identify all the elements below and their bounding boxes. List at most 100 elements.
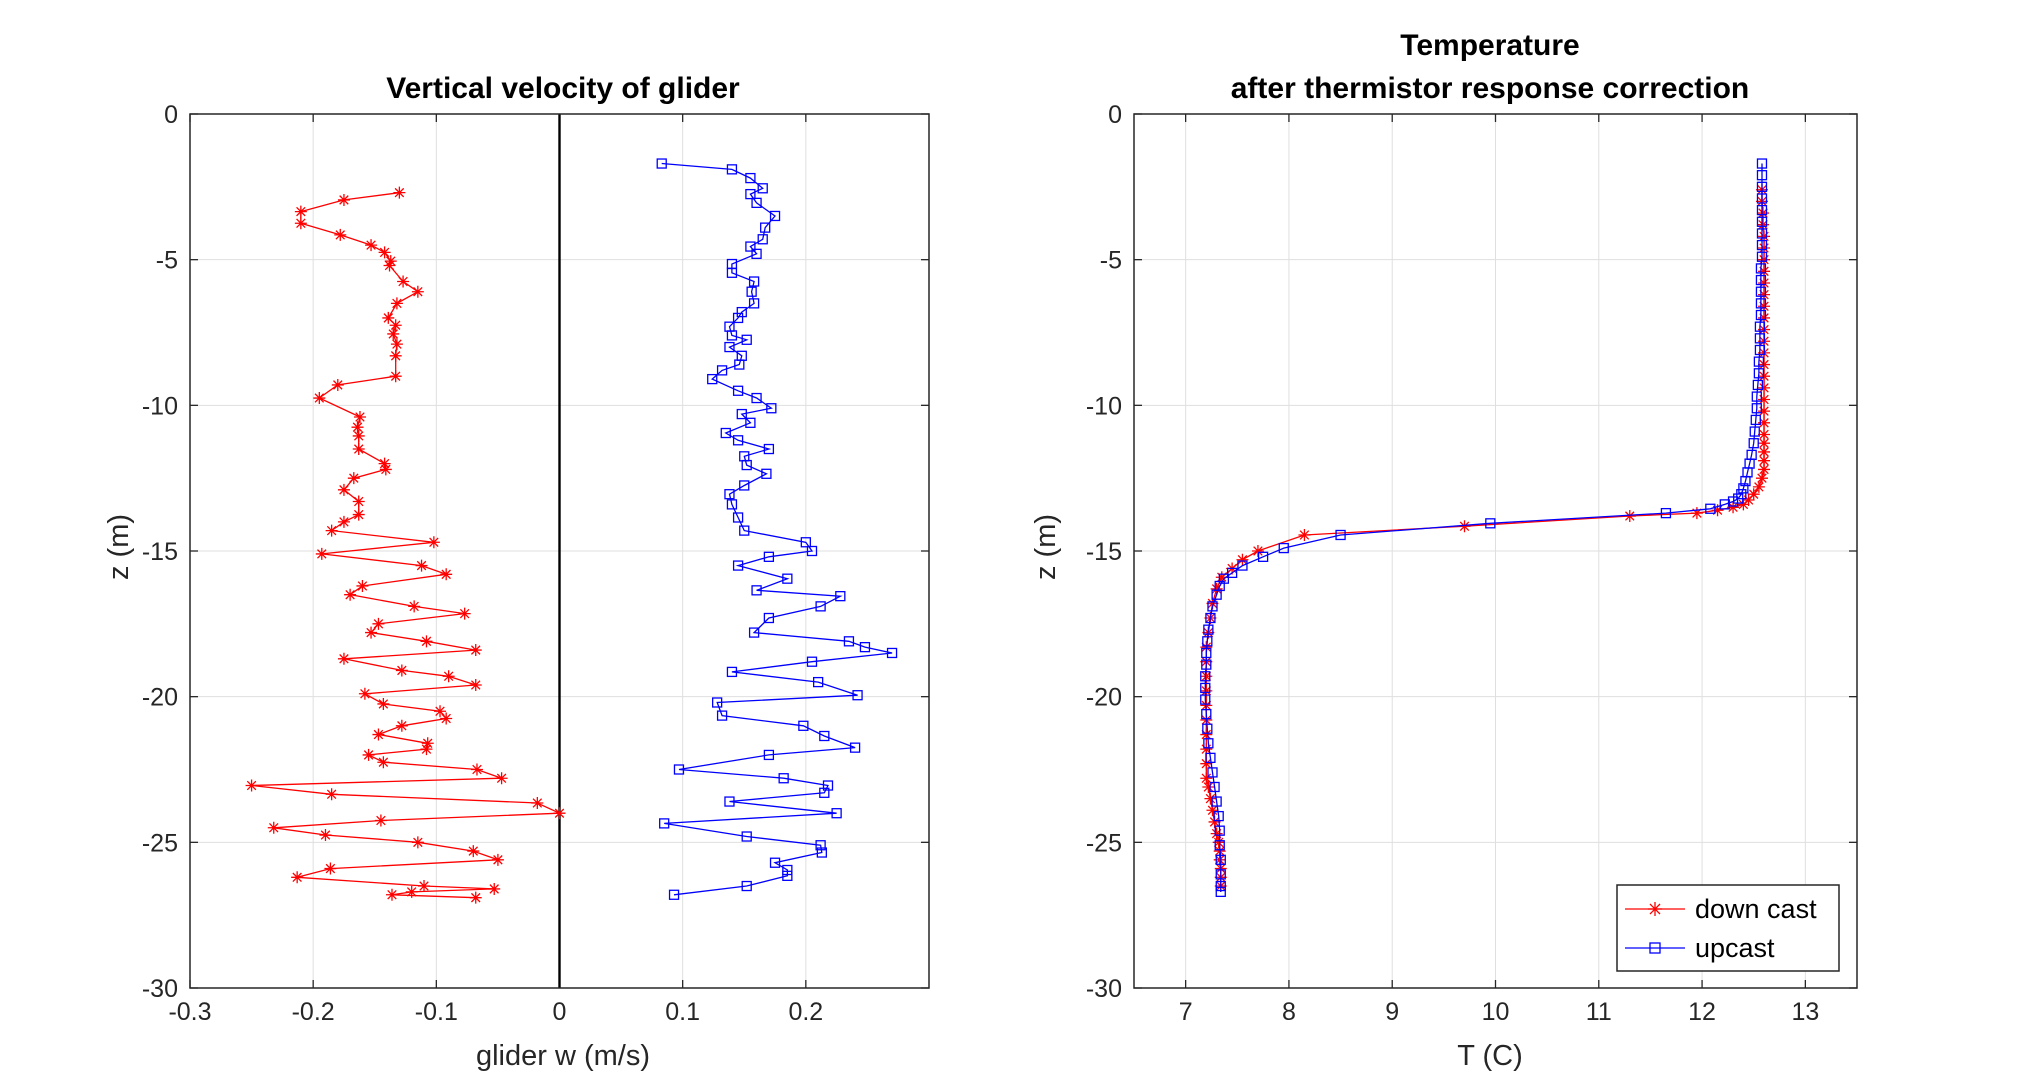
data-point: [1758, 311, 1771, 324]
data-point: [387, 327, 400, 340]
y-tick-label: -30: [1086, 975, 1122, 1003]
data-point: [469, 679, 482, 692]
x-tick-label: -0.1: [415, 998, 458, 1026]
data-point: [1200, 694, 1211, 705]
data-point: [390, 297, 403, 310]
data-point: [1758, 300, 1771, 313]
x-tick-label: 8: [1282, 998, 1296, 1026]
data-point: [736, 306, 747, 318]
data-point: [384, 255, 397, 268]
data-point: [806, 545, 818, 557]
data-point: [1750, 414, 1761, 426]
data-point: [1758, 463, 1771, 476]
data-point: [1251, 545, 1264, 557]
data-point: [1705, 503, 1716, 514]
data-point: [1205, 612, 1216, 624]
x-tick-label: 7: [1179, 998, 1193, 1026]
data-point: [1214, 825, 1225, 836]
data-point: [352, 443, 365, 456]
data-point: [741, 831, 752, 842]
data-point: [1756, 181, 1768, 192]
legend-downcast-label: down cast: [1695, 894, 1817, 924]
data-point: [859, 641, 871, 653]
data-point: [778, 773, 789, 784]
data-point: [716, 365, 728, 376]
data-point: [337, 193, 350, 206]
data-point: [1758, 454, 1771, 467]
data-point: [294, 205, 307, 218]
x-tick-label: 9: [1385, 998, 1399, 1026]
data-point: [1758, 288, 1771, 301]
data-point: [1201, 647, 1212, 659]
data-point: [1207, 601, 1218, 612]
data-point: [732, 560, 744, 571]
data-point: [1758, 416, 1771, 429]
data-point: [1203, 738, 1214, 749]
data-point: [389, 319, 402, 332]
data-point: [1754, 344, 1766, 356]
data-point: [806, 656, 818, 667]
x-tick-label: 12: [1688, 998, 1716, 1026]
data-point: [741, 880, 752, 892]
data-point: [1200, 743, 1213, 756]
data-point: [1236, 553, 1249, 566]
data-point: [724, 796, 735, 807]
data-point: [1200, 670, 1213, 683]
data-point: [488, 882, 501, 895]
data-point: [1758, 358, 1771, 371]
data-point: [344, 588, 357, 601]
x-tick-label: 0.2: [788, 998, 823, 1026]
data-point: [1690, 507, 1703, 520]
data-point: [337, 483, 350, 496]
data-point: [1756, 193, 1768, 204]
data-point: [1215, 880, 1226, 892]
data-point: [378, 246, 391, 259]
data-point: [420, 743, 433, 756]
data-point: [374, 814, 387, 827]
data-point: [668, 889, 680, 900]
data-point: [1754, 321, 1766, 332]
data-point: [379, 463, 392, 476]
data-point: [751, 585, 762, 596]
data-point: [469, 644, 482, 657]
data-point: [1214, 840, 1225, 851]
data-point: [763, 749, 775, 761]
data-point: [724, 489, 735, 500]
data-point: [1758, 276, 1771, 289]
data-point: [1298, 528, 1311, 541]
velocity-plot-title: Vertical velocity of glider: [386, 72, 740, 105]
data-point: [1660, 507, 1672, 519]
data-point: [726, 267, 738, 278]
data-point: [389, 370, 402, 383]
data-point: [1485, 518, 1496, 529]
data-point: [1210, 582, 1223, 595]
data-point: [782, 573, 793, 584]
data-point: [1756, 158, 1768, 169]
data-point: [1215, 854, 1226, 865]
data-point: [751, 392, 762, 404]
data-point: [769, 210, 781, 222]
data-point: [378, 457, 391, 470]
data-point: [395, 719, 408, 732]
y-tick-label: 0: [164, 101, 178, 129]
x-tick-label: 0.1: [665, 998, 700, 1026]
data-point: [1758, 437, 1771, 450]
data-point: [763, 443, 775, 455]
data-point: [440, 712, 453, 725]
data-point: [405, 885, 418, 898]
data-point: [440, 568, 453, 581]
data-point: [1753, 356, 1765, 367]
data-point: [291, 871, 304, 884]
data-point: [1753, 368, 1765, 379]
data-point: [470, 763, 483, 776]
data-point: [1742, 494, 1755, 507]
data-point: [393, 186, 406, 199]
data-point: [434, 705, 447, 718]
data-point: [1749, 426, 1760, 437]
data-point: [377, 756, 390, 769]
data-point: [421, 737, 434, 750]
data-point: [707, 373, 718, 385]
data-point: [659, 818, 670, 829]
data-point: [365, 239, 378, 252]
